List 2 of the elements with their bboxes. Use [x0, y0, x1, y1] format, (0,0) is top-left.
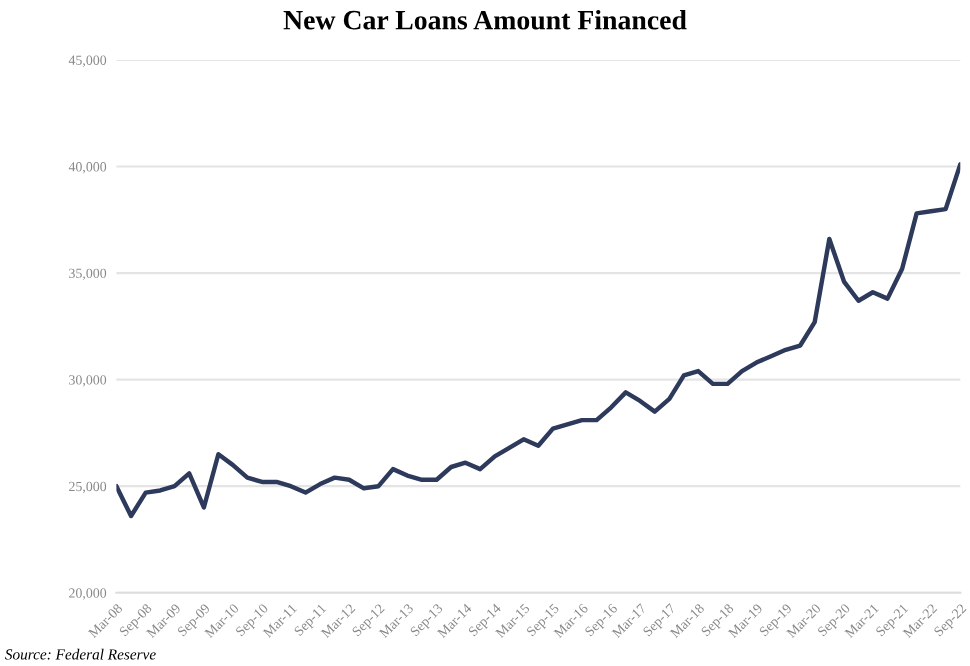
- line-series: [116, 162, 961, 519]
- chart-title: New Car Loans Amount Financed: [283, 9, 687, 30]
